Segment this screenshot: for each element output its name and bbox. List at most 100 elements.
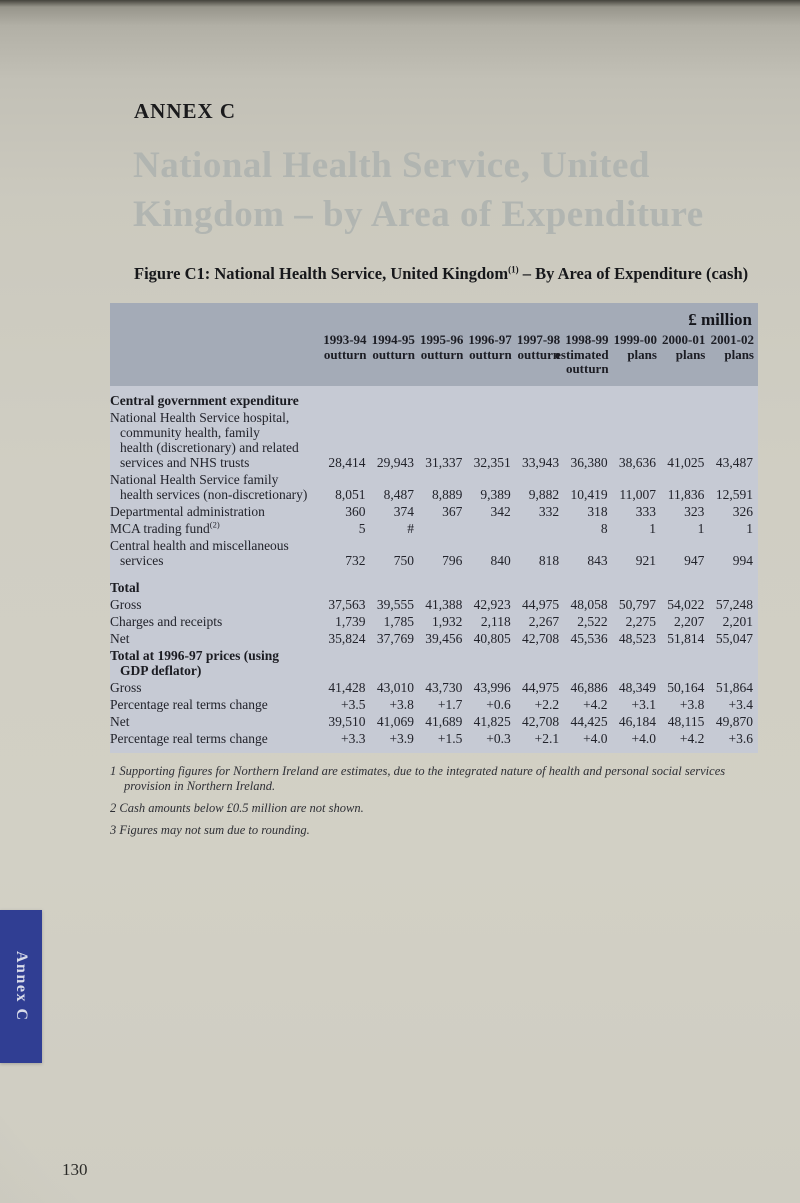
value-cell: [322, 646, 371, 679]
value-cell: 50,797: [612, 595, 661, 613]
value-cell: 2,118: [467, 612, 516, 630]
value-cell: [660, 646, 710, 679]
value-cell: 947: [660, 536, 710, 569]
value-cell: 818: [515, 536, 565, 569]
value-cell: 54,022: [660, 595, 710, 613]
value-cell: 48,115: [660, 712, 710, 730]
annex-heading: ANNEX C: [134, 99, 237, 123]
value-cell: 29,943: [370, 408, 419, 471]
column-header: 2000-01 plans: [660, 330, 710, 386]
value-cell: [515, 646, 565, 679]
value-cell: 48,349: [612, 678, 661, 696]
value-cell: 323: [660, 502, 710, 520]
figure-caption: Figure C1: National Health Service, Unit…: [134, 264, 748, 284]
value-cell: 1: [660, 519, 710, 537]
figure-caption-text: Figure C1: National Health Service, Unit…: [134, 264, 509, 283]
value-cell: 8,051: [322, 470, 371, 503]
value-cell: [612, 385, 661, 409]
value-cell: 48,058: [564, 595, 613, 613]
table-row: Total: [110, 568, 758, 596]
side-tab: Annex C: [0, 910, 42, 1063]
value-cell: 1: [612, 519, 661, 537]
value-cell: 41,025: [660, 408, 710, 471]
figure-caption-footnote-marker: (1): [508, 264, 519, 275]
row-label: MCA trading fund(2): [110, 519, 323, 537]
value-cell: [418, 568, 468, 596]
value-cell: +2.2: [515, 695, 565, 713]
table-row: Gross 37,563 39,555 41,388 42,923 44,975 48,05…: [110, 595, 758, 613]
value-cell: +1.7: [418, 695, 468, 713]
value-cell: 39,456: [418, 629, 468, 647]
value-cell: 2,267: [515, 612, 565, 630]
table-row: Net 39,510 41,069 41,689 41,825 42,708 44,425 4…: [110, 712, 758, 730]
table-row: Percentage real terms change +3.5 +3.8 +1.7…: [110, 695, 758, 713]
value-cell: 36,380: [564, 408, 613, 471]
value-cell: [515, 385, 565, 409]
column-header: 2001-02 plans: [709, 330, 758, 386]
value-cell: 1: [709, 519, 758, 537]
value-cell: +4.2: [564, 695, 613, 713]
value-cell: 55,047: [709, 629, 758, 647]
value-cell: 11,836: [660, 470, 710, 503]
row-label: National Health Service hospital, communi…: [110, 408, 323, 471]
value-cell: 367: [418, 502, 468, 520]
ghost-title-line1: National Health Service, United: [133, 145, 651, 186]
value-cell: 43,730: [418, 678, 468, 696]
value-cell: +3.9: [370, 729, 419, 753]
ghost-title: National Health Service, United Kingdom …: [133, 141, 704, 239]
row-label: Net: [110, 629, 323, 647]
value-cell: [370, 385, 419, 409]
value-cell: +4.0: [612, 729, 661, 753]
row-footnote-marker: (2): [209, 519, 220, 529]
column-header: 1994-95 outturn: [370, 330, 419, 386]
value-cell: 8,889: [418, 470, 468, 503]
value-cell: +0.6: [467, 695, 516, 713]
table-row: Percentage real terms change +3.3 +3.9 +1.5…: [110, 729, 758, 753]
value-cell: 796: [418, 536, 468, 569]
value-cell: +3.3: [322, 729, 371, 753]
value-cell: 51,814: [660, 629, 710, 647]
value-cell: [709, 646, 758, 679]
value-cell: +3.4: [709, 695, 758, 713]
value-cell: 57,248: [709, 595, 758, 613]
value-cell: 41,689: [418, 712, 468, 730]
row-label: Gross: [110, 595, 323, 613]
value-cell: 38,636: [612, 408, 661, 471]
value-cell: [515, 568, 565, 596]
table-row: National Health Service hospital, communi…: [110, 408, 758, 471]
value-cell: [564, 568, 613, 596]
value-cell: +3.8: [370, 695, 419, 713]
value-cell: 1,739: [322, 612, 371, 630]
row-label: Central government expenditure: [110, 385, 323, 409]
value-cell: 44,975: [515, 595, 565, 613]
value-cell: 41,388: [418, 595, 468, 613]
footnotes: 1 Supporting figures for Northern Irelan…: [110, 764, 765, 838]
row-label: Net: [110, 712, 323, 730]
value-cell: 40,805: [467, 629, 516, 647]
table-row: Charges and receipts 1,739 1,785 1,932 2,118…: [110, 612, 758, 630]
value-cell: 5: [322, 519, 371, 537]
value-cell: 42,708: [515, 712, 565, 730]
value-cell: 840: [467, 536, 516, 569]
value-cell: 44,975: [515, 678, 565, 696]
value-cell: 50,164: [660, 678, 710, 696]
value-cell: 843: [564, 536, 613, 569]
footnote: 3 Figures may not sum due to rounding.: [110, 822, 310, 837]
value-cell: 43,996: [467, 678, 516, 696]
value-cell: 2,522: [564, 612, 613, 630]
value-cell: 318: [564, 502, 613, 520]
value-cell: 1,785: [370, 612, 419, 630]
row-label: Percentage real terms change: [110, 695, 323, 713]
value-cell: 37,563: [322, 595, 371, 613]
value-cell: 35,824: [322, 629, 371, 647]
row-label-header: [110, 330, 323, 386]
value-cell: [612, 568, 661, 596]
value-cell: 342: [467, 502, 516, 520]
value-cell: 46,886: [564, 678, 613, 696]
value-cell: 43,010: [370, 678, 419, 696]
footnote: 1 Supporting figures for Northern Irelan…: [110, 763, 726, 793]
value-cell: [418, 519, 468, 537]
value-cell: 374: [370, 502, 419, 520]
value-cell: +3.6: [709, 729, 758, 753]
